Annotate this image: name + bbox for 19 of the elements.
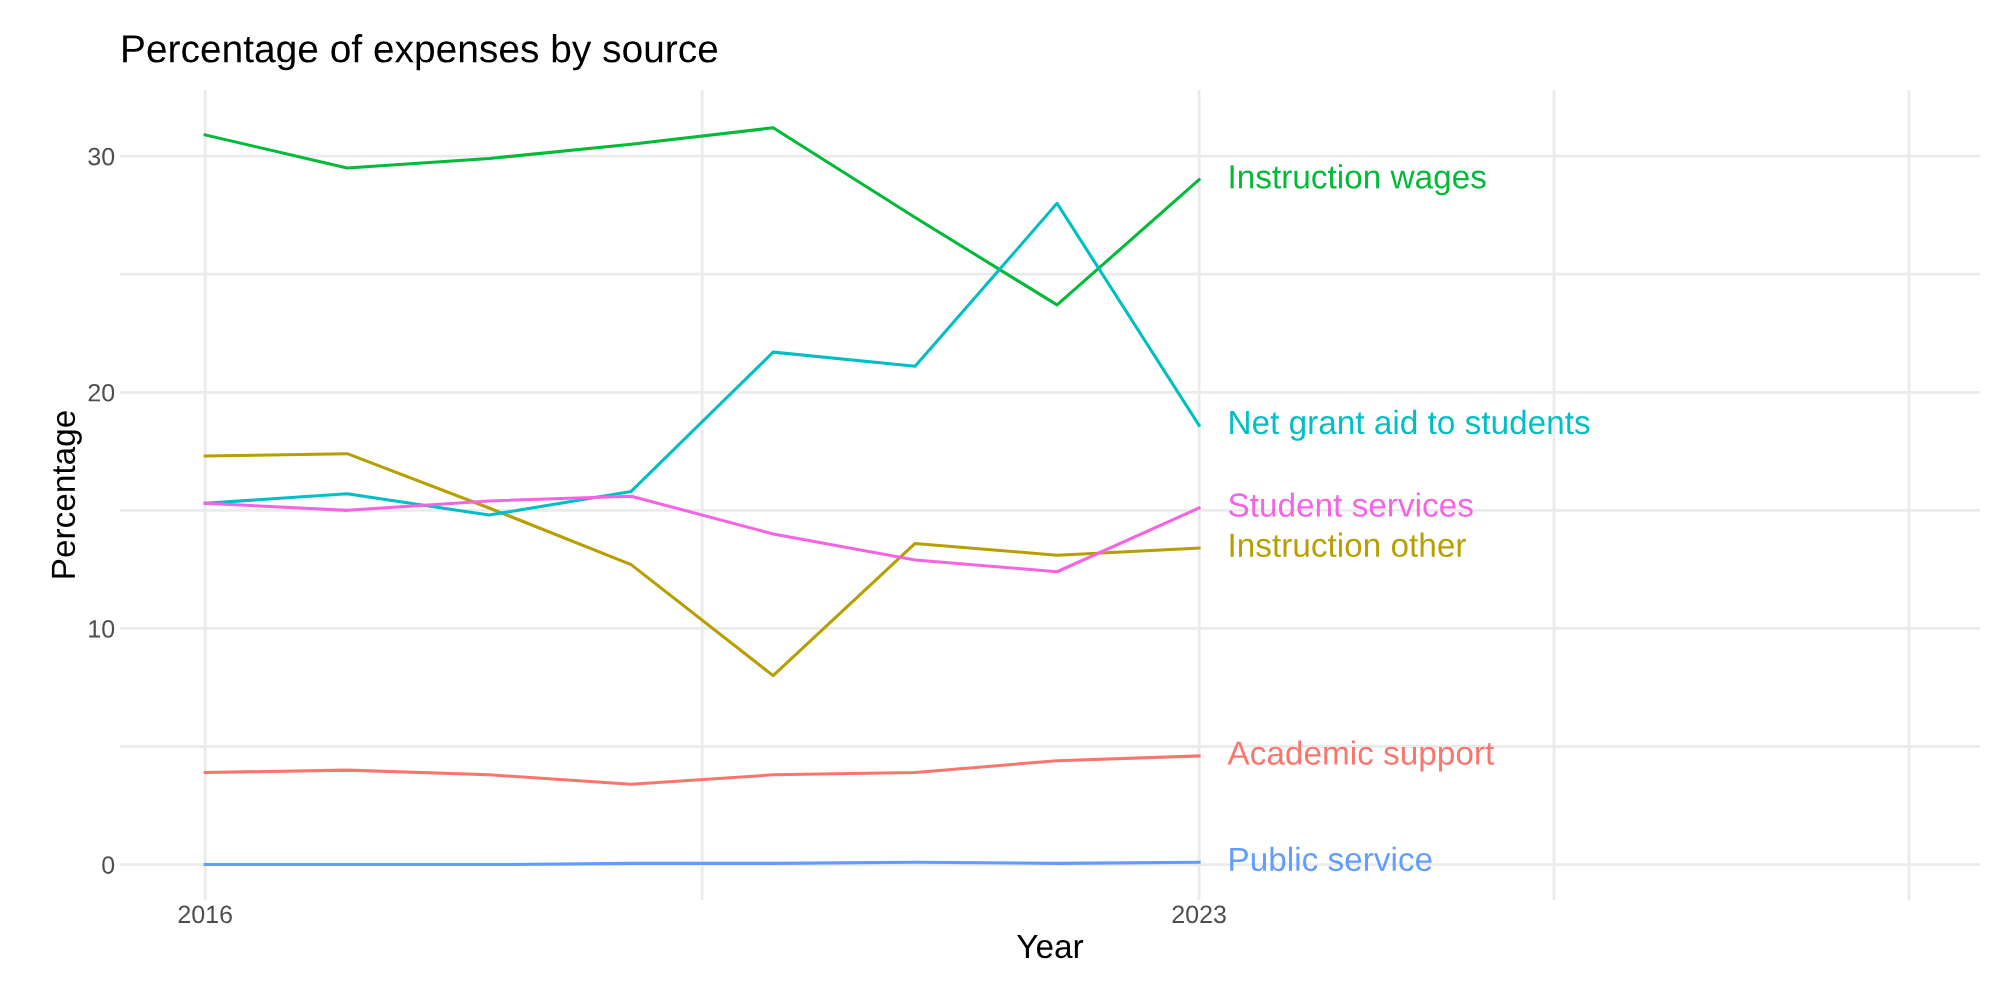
line-series <box>203 754 1201 786</box>
series-label: Instruction other <box>1230 532 1466 558</box>
series-label: Instruction wages <box>1230 164 1486 196</box>
series-label: Academic support <box>1227 740 1495 772</box>
series-label: Net grant aid to students <box>1230 409 1590 441</box>
y-tick-label: 30 <box>88 147 115 166</box>
series-label: Student services <box>1229 492 1473 517</box>
chart-title: Percentage of expenses by source <box>123 34 718 71</box>
y-tick-label: 20 <box>88 383 115 402</box>
line-series <box>203 452 1201 678</box>
y-axis-title: Percentage <box>51 411 82 578</box>
y-tick-label: 10 <box>89 620 115 638</box>
series-label: Public service <box>1230 846 1432 872</box>
y-tick-label: 0 <box>102 856 115 874</box>
x-tick-label: 2023 <box>1172 905 1226 924</box>
x-axis-title: Year <box>1017 934 1084 959</box>
x-tick-label: 2016 <box>178 905 232 924</box>
line-series <box>203 494 1201 574</box>
line-series <box>203 126 1201 307</box>
